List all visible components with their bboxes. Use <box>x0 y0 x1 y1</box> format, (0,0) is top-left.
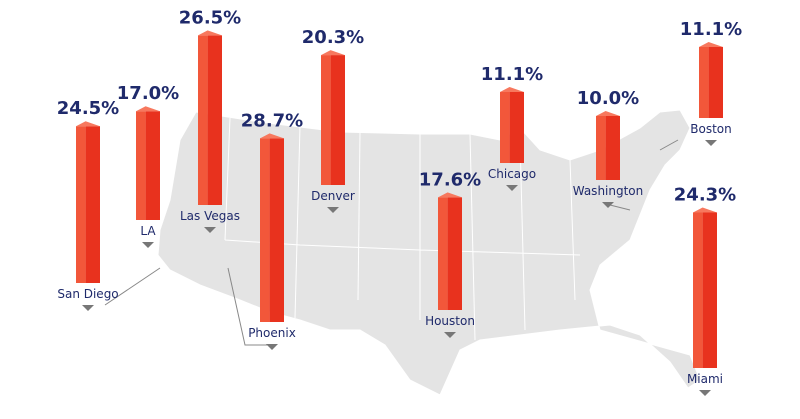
marker <box>82 305 94 311</box>
bar-front <box>702 212 717 368</box>
city-label: Las Vegas <box>180 209 240 223</box>
bar <box>699 41 723 118</box>
bar-front <box>145 111 160 220</box>
bar <box>76 121 100 283</box>
bar-side <box>76 126 86 283</box>
us-map <box>157 109 701 396</box>
bar <box>198 30 222 206</box>
bar-top <box>693 207 717 213</box>
bar-top <box>76 121 100 127</box>
bar-front <box>330 55 345 185</box>
bar-front <box>207 35 222 206</box>
bar-side <box>500 91 510 163</box>
city-label: Washington <box>573 184 644 198</box>
bar-front <box>85 126 100 283</box>
bar <box>438 192 462 310</box>
city-label: Denver <box>311 189 355 203</box>
marker <box>204 227 216 233</box>
bar-top <box>260 133 284 139</box>
marker <box>506 185 518 191</box>
bar-side <box>260 138 270 322</box>
marker <box>266 344 278 350</box>
bar-side <box>693 212 703 368</box>
bar-top <box>321 50 345 56</box>
value-label: 11.1% <box>680 19 742 40</box>
city-label: LA <box>140 224 156 238</box>
bar-side <box>596 116 606 180</box>
city-label: Chicago <box>488 167 536 181</box>
bar-front <box>509 91 524 163</box>
bar-top <box>596 111 620 116</box>
bar <box>693 207 717 368</box>
state-borders <box>224 117 581 341</box>
marker <box>327 207 339 213</box>
bar-front <box>447 197 462 310</box>
leader-lines <box>104 139 679 346</box>
value-label: 10.0% <box>577 88 639 109</box>
value-label: 20.3% <box>302 27 364 48</box>
bar-front <box>269 138 284 322</box>
bar-side <box>438 197 448 310</box>
marker <box>705 140 717 146</box>
city-label: Phoenix <box>248 326 296 340</box>
bar-side <box>198 35 208 206</box>
city-label: Miami <box>687 372 723 386</box>
bar-front <box>708 46 723 118</box>
bar <box>321 50 345 185</box>
bar <box>596 111 620 180</box>
bar-side <box>136 111 146 220</box>
city-label: San Diego <box>57 287 118 301</box>
marker <box>142 242 154 248</box>
bar-top <box>136 106 160 112</box>
value-label: 17.0% <box>117 83 179 104</box>
city-label: Houston <box>425 314 475 328</box>
city-label: Boston <box>690 122 731 136</box>
marker <box>699 390 711 396</box>
bar <box>136 106 160 220</box>
bar <box>500 86 524 163</box>
marker <box>602 202 614 208</box>
bar-side <box>321 55 331 185</box>
value-label: 24.5% <box>57 98 119 119</box>
bar-top <box>699 41 723 47</box>
value-label: 24.3% <box>674 184 736 205</box>
bar-top <box>438 192 462 198</box>
bar <box>260 133 284 322</box>
value-label: 17.6% <box>419 169 481 190</box>
value-label: 28.7% <box>241 110 303 131</box>
value-label: 11.1% <box>481 64 543 85</box>
bar-side <box>699 46 709 118</box>
marker <box>444 332 456 338</box>
value-label: 26.5% <box>179 7 241 28</box>
bar-top <box>198 30 222 36</box>
bar-top <box>500 86 524 92</box>
bar-front <box>605 116 620 180</box>
